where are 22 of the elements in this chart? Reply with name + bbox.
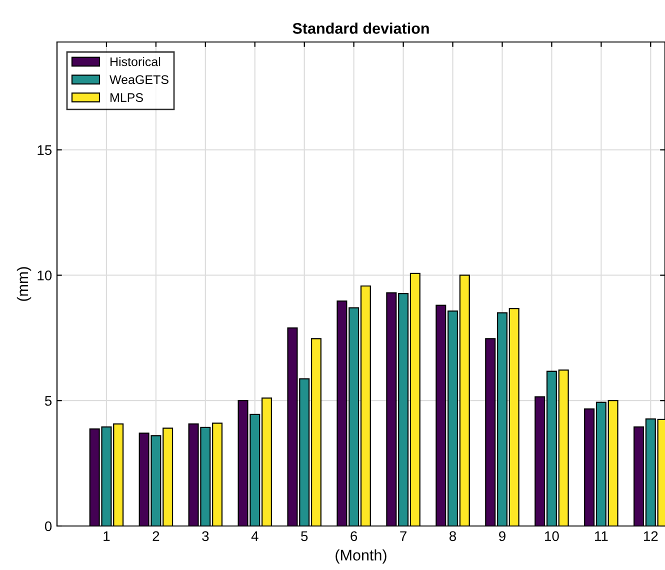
y-tick-label: 15 bbox=[38, 145, 52, 156]
x-tick-label: 2 bbox=[152, 531, 160, 541]
x-tick-label: 4 bbox=[251, 531, 258, 541]
x-tick-label: 3 bbox=[202, 531, 209, 542]
chart-title: Standard deviation bbox=[292, 22, 429, 34]
x-tick-label: 9 bbox=[499, 531, 506, 542]
legend-label: WeaGETS bbox=[110, 75, 168, 84]
y-tick-label: 0 bbox=[44, 521, 52, 532]
legend-label: MLPS bbox=[110, 93, 143, 102]
x-tick-label: 7 bbox=[400, 531, 406, 541]
x-tick-label: 1 bbox=[104, 531, 110, 541]
x-tick-label: 8 bbox=[450, 531, 456, 542]
x-tick-label: 6 bbox=[350, 531, 358, 542]
y-axis-title: (mm) bbox=[16, 267, 32, 301]
x-axis-title: (Month) bbox=[336, 549, 386, 564]
y-tick-label: 10 bbox=[38, 270, 52, 280]
legend-label: Historical bbox=[110, 57, 160, 66]
x-tick-label: 11 bbox=[595, 531, 608, 541]
x-tick-label: 12 bbox=[644, 531, 658, 541]
y-tick-label: 5 bbox=[44, 396, 52, 406]
x-tick-label: 10 bbox=[545, 531, 559, 542]
x-tick-label: 5 bbox=[301, 531, 308, 542]
